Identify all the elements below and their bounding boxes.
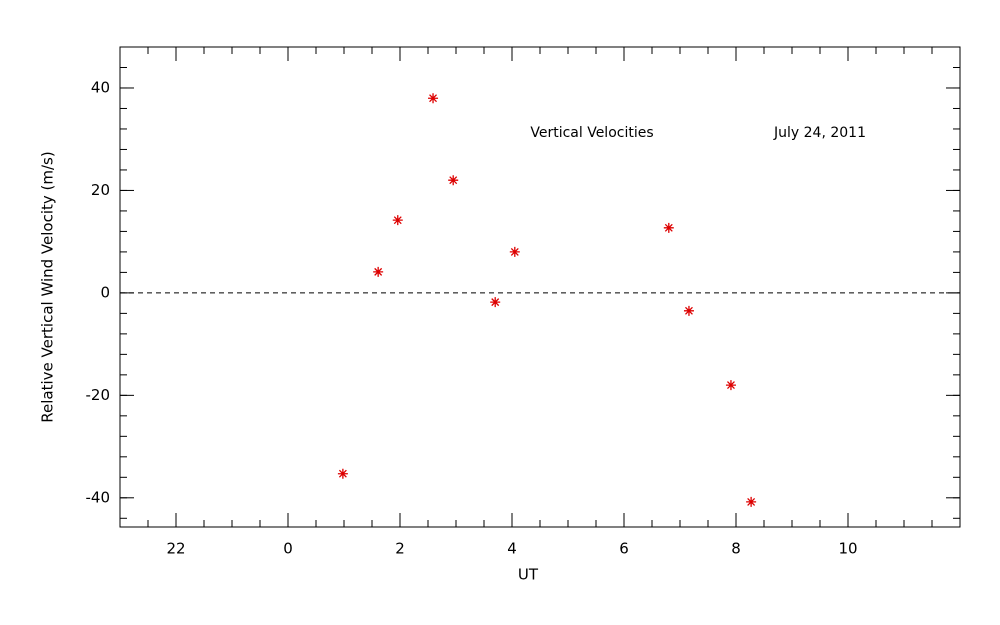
point [428, 93, 439, 104]
x-axis-label: UT [518, 566, 539, 584]
y-tick-label: -40 [86, 488, 111, 506]
point [746, 496, 757, 507]
point [509, 246, 520, 257]
x-tick-label: 8 [731, 540, 741, 558]
point [392, 215, 403, 226]
annotation: Vertical Velocities [530, 125, 653, 141]
y-tick-label: -20 [86, 386, 111, 404]
x-tick-label: 2 [395, 540, 405, 558]
y-tick-label: 0 [100, 283, 110, 301]
y-tick-label: 20 [91, 181, 110, 199]
point [663, 222, 674, 233]
plot-frame [119, 46, 961, 528]
point [337, 468, 348, 479]
x-tick-label: 10 [838, 540, 857, 558]
x-tick-label: 4 [507, 540, 517, 558]
point [373, 266, 384, 277]
point [490, 297, 501, 308]
x-tick-label: 0 [283, 540, 293, 558]
y-tick-label: 40 [91, 78, 110, 96]
point [448, 175, 459, 186]
point [683, 305, 694, 316]
x-tick-label: 6 [619, 540, 629, 558]
annotation: July 24, 2011 [773, 125, 866, 141]
point [725, 380, 736, 391]
x-tick-label: 22 [166, 540, 185, 558]
y-axis-label: Relative Vertical Wind Velocity (m/s) [39, 151, 57, 422]
